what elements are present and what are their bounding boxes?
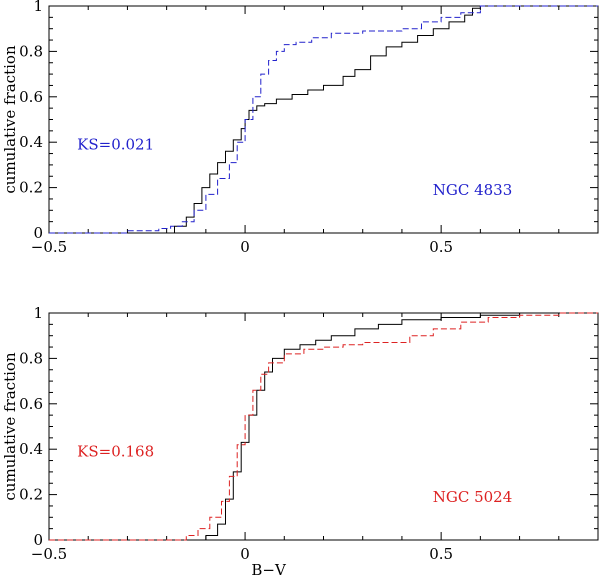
x-tick-label: −0.5 xyxy=(31,238,67,256)
y-tick-label: 0 xyxy=(33,224,43,242)
x-tick-label: 0 xyxy=(240,238,250,256)
x-axis-title: B−V xyxy=(251,561,287,579)
ks-annotation: KS=0.168 xyxy=(77,442,154,460)
y-axis-title: cumulative fraction xyxy=(1,45,19,194)
ks-annotation: KS=0.021 xyxy=(77,135,154,153)
plot-frame xyxy=(48,312,599,541)
y-tick-label: 1 xyxy=(33,304,43,322)
cluster-name-annotation: NGC 5024 xyxy=(433,488,513,506)
x-tick-label: −0.5 xyxy=(31,545,67,563)
series-line-0 xyxy=(49,5,598,234)
cluster-name-annotation: NGC 4833 xyxy=(433,181,513,199)
y-tick-label: 0.8 xyxy=(19,42,43,60)
series-line-1 xyxy=(49,312,598,541)
x-tick-label: 0.5 xyxy=(429,545,453,563)
plot-frame xyxy=(48,5,599,234)
y-tick-label: 0.4 xyxy=(19,133,43,151)
series-line-1 xyxy=(49,5,598,234)
y-tick-label: 0.4 xyxy=(19,440,43,458)
x-tick-label: 0.5 xyxy=(429,238,453,256)
y-tick-label: 0.2 xyxy=(19,486,43,504)
y-tick-label: 0.6 xyxy=(19,88,43,106)
y-axis-title: cumulative fraction xyxy=(1,352,19,501)
y-tick-label: 0.2 xyxy=(19,179,43,197)
y-tick-label: 0 xyxy=(33,531,43,549)
y-tick-label: 0.6 xyxy=(19,395,43,413)
x-tick-label: 0 xyxy=(240,545,250,563)
series-line-0 xyxy=(49,312,598,541)
y-tick-label: 1 xyxy=(33,0,43,15)
y-tick-label: 0.8 xyxy=(19,349,43,367)
